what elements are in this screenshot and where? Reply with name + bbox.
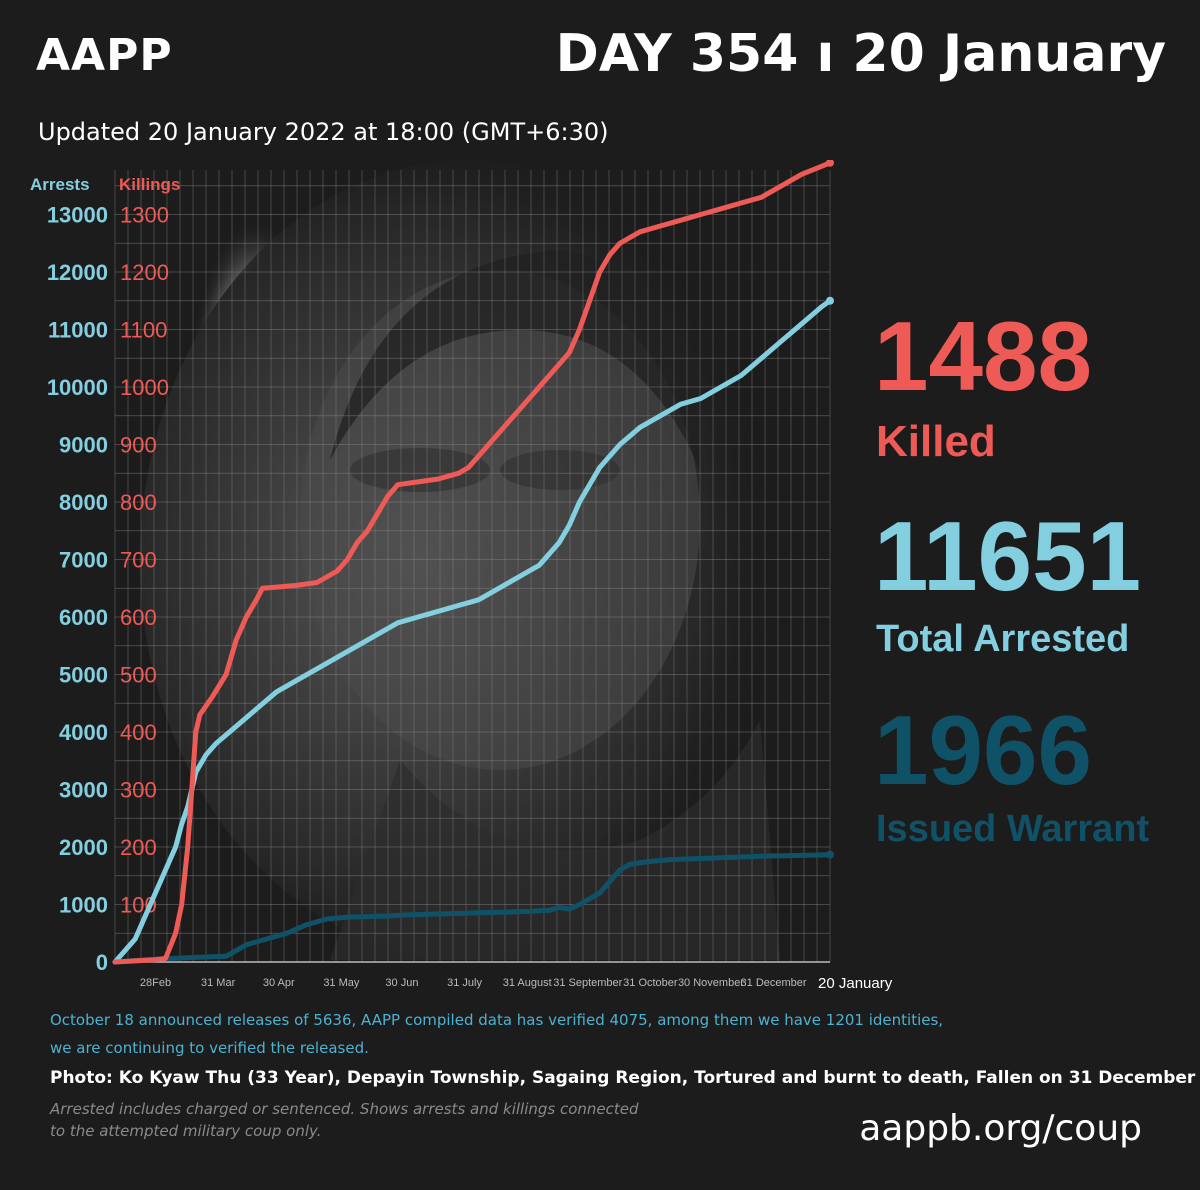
arrests-tick-label: 0 (96, 950, 108, 975)
killings-axis-title: Killings (119, 175, 180, 194)
updated-timestamp: Updated 20 January 2022 at 18:00 (GMT+6:… (38, 118, 609, 146)
killings-tick-label: 1300 (120, 203, 169, 228)
photo-caption: Photo: Ko Kyaw Thu (33 Year), Depayin To… (50, 1068, 1200, 1088)
date-axis: 28Feb 31 Mar 30 Apr 31 May 30 Jun 31 July 31 A… (140, 975, 893, 992)
killings-tick-label: 700 (120, 548, 157, 573)
org-logo-text: AAPP (36, 30, 173, 81)
date-tick-label: 30 Apr (263, 977, 295, 989)
arrests-tick-label: 1000 (59, 893, 108, 918)
date-tick-label: 31 December (741, 977, 807, 989)
arrests-endpoint (826, 296, 834, 305)
date-tick-label: 31 Mar (201, 977, 236, 989)
arrests-tick-label: 6000 (59, 605, 108, 630)
arrests-tick-label: 7000 (59, 548, 108, 573)
arrests-tick-label: 11000 (48, 318, 108, 343)
killings-tick-label: 1100 (120, 318, 167, 343)
warrant-count: 1966 (874, 695, 1093, 805)
arrests-tick-label: 3000 (59, 778, 108, 803)
killings-tick-label: 900 (120, 433, 157, 458)
arrests-line (112, 298, 833, 965)
killings-axis: 1002003004005006007008009001000110012001… (120, 203, 169, 918)
warrants-endpoint (826, 850, 834, 859)
warrants-line (112, 852, 833, 965)
arrests-tick-label: 9000 (59, 433, 108, 458)
date-tick-label: 30 November (678, 977, 744, 989)
killings-line (112, 160, 833, 965)
arrests-axis-title: Arrests (30, 175, 90, 194)
date-tick-label: 31 July (447, 977, 482, 989)
killings-tick-label: 200 (120, 835, 157, 860)
arrested-label: Total Arrested (876, 618, 1130, 660)
date-tick-label: 30 Jun (385, 977, 418, 989)
release-note-line1: October 18 announced releases of 5636, A… (50, 1011, 944, 1029)
day-title: DAY 354 ı 20 January (555, 24, 1166, 84)
arrests-tick-label: 5000 (59, 663, 108, 688)
killings-tick-label: 400 (120, 720, 157, 745)
killings-tick-label: 1000 (120, 375, 169, 400)
date-tick-label: 31 October (623, 977, 678, 989)
website-link[interactable]: aappb.org/coup (859, 1108, 1142, 1149)
arrests-tick-label: 2000 (59, 835, 108, 860)
chart-grid (114, 170, 831, 963)
killings-endpoint (826, 160, 834, 167)
killings-tick-label: 800 (120, 490, 157, 515)
killings-tick-label: 500 (120, 663, 157, 688)
warrant-label: Issued Warrant (876, 808, 1150, 850)
release-note-line2: we are continuing to verified the releas… (50, 1039, 369, 1057)
date-tick-label: 31 August (503, 977, 552, 989)
killings-tick-label: 1200 (120, 260, 169, 285)
arrests-tick-label: 13000 (47, 203, 108, 228)
arrests-tick-label: 12000 (47, 260, 108, 285)
killed-label: Killed (876, 417, 996, 466)
killings-tick-label: 600 (120, 605, 157, 630)
arrests-tick-label: 8000 (59, 490, 108, 515)
disclaimer-line1: Arrested includes charged or sentenced. … (50, 1100, 639, 1118)
date-tick-label: 31 September (553, 977, 622, 989)
arrests-tick-label: 4000 (59, 720, 108, 745)
killings-tick-label: 300 (120, 778, 157, 803)
timeline-chart: 0 1000 2000 3000 4000 5000 6000 7000 8000 9000 100… (30, 160, 893, 992)
series-lines (112, 160, 834, 965)
arrested-count: 11651 (874, 501, 1142, 611)
date-tick-label: 28Feb (140, 977, 171, 989)
date-tick-label: 20 January (818, 975, 893, 992)
portrait-photo (140, 160, 800, 960)
date-tick-label: 31 May (323, 977, 360, 989)
killed-count: 1488 (874, 301, 1093, 411)
arrests-tick-label: 10000 (47, 375, 108, 400)
arrests-axis: 0 1000 2000 3000 4000 5000 6000 7000 8000 9000 100… (47, 203, 108, 976)
disclaimer-line2: to the attempted military coup only. (50, 1122, 322, 1140)
